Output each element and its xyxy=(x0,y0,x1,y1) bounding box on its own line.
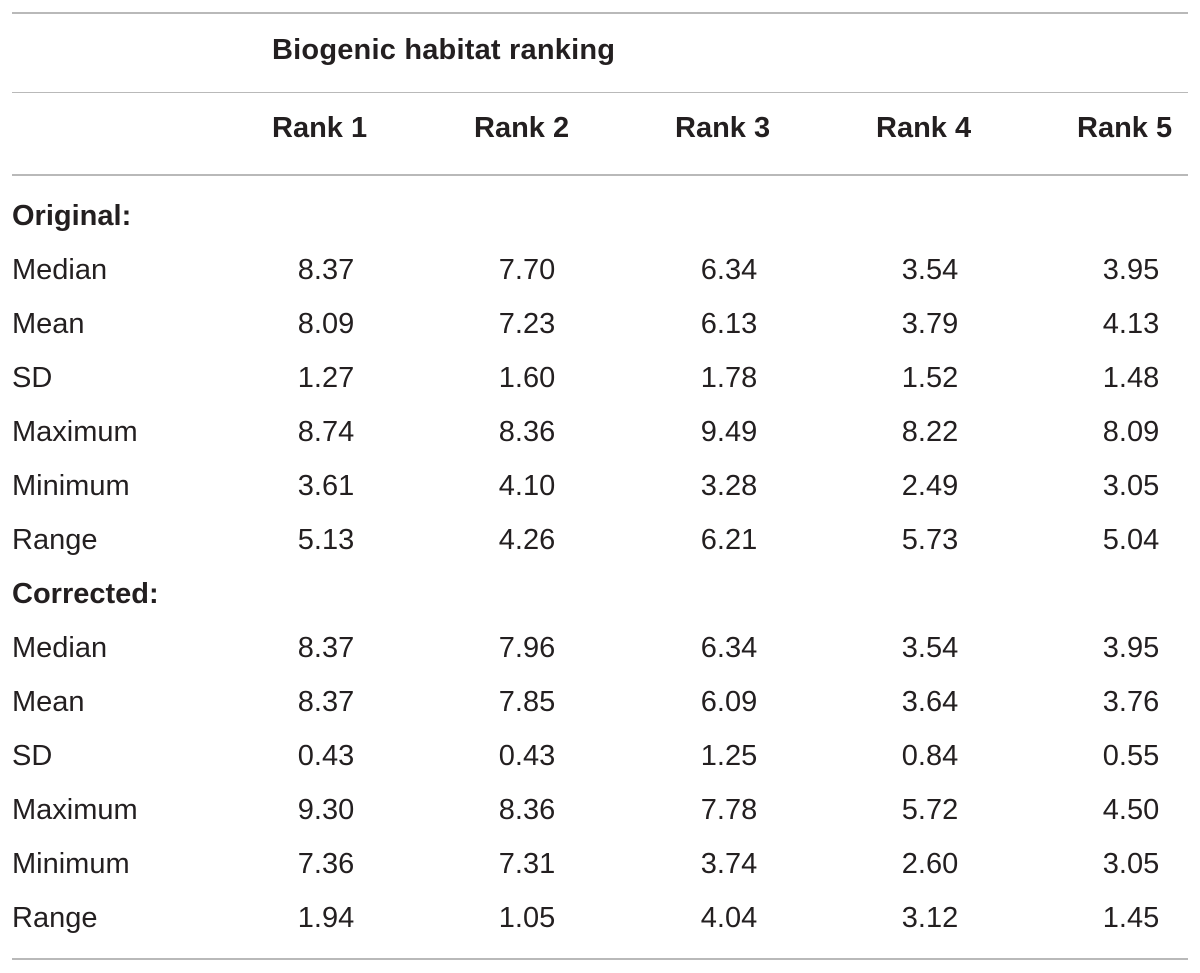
table-spanning-header: Biogenic habitat ranking xyxy=(272,34,616,66)
table-bottom-rule xyxy=(12,958,1188,960)
table-cell: 1.45 xyxy=(1102,902,1160,934)
table-row: Minimum 7.36 7.31 3.74 2.60 3.05 xyxy=(0,837,1200,891)
table-cell: 3.79 xyxy=(901,308,959,340)
table-cell: 5.13 xyxy=(297,524,355,556)
table-cell: 6.34 xyxy=(700,254,758,286)
table-cell: 8.09 xyxy=(297,308,355,340)
table-cell: 4.26 xyxy=(498,524,556,556)
table-cell: 5.72 xyxy=(901,794,959,826)
row-label: Median xyxy=(12,254,108,286)
table-cell: 6.13 xyxy=(700,308,758,340)
table-cell: 0.43 xyxy=(297,740,355,772)
table-cell: 9.49 xyxy=(700,416,758,448)
table-cell: 1.52 xyxy=(901,362,959,394)
section-label: Original: xyxy=(12,200,132,232)
table-cell: 8.36 xyxy=(498,416,556,448)
table-cell: 1.48 xyxy=(1102,362,1160,394)
table-cell: 5.73 xyxy=(901,524,959,556)
row-label: Minimum xyxy=(12,848,130,880)
row-label: Range xyxy=(12,524,98,556)
table-cell: 3.95 xyxy=(1102,254,1160,286)
column-header-rank-5: Rank 5 xyxy=(1077,112,1173,144)
table-cell: 3.28 xyxy=(700,470,758,502)
table-row: Mean 8.37 7.85 6.09 3.64 3.76 xyxy=(0,675,1200,729)
table-cell: 3.61 xyxy=(297,470,355,502)
table-top-rule xyxy=(12,12,1188,14)
table-cell: 8.36 xyxy=(498,794,556,826)
table-cell: 7.78 xyxy=(700,794,758,826)
table-cell: 3.76 xyxy=(1102,686,1160,718)
table-cell: 3.05 xyxy=(1102,848,1160,880)
column-header-rank-3: Rank 3 xyxy=(675,112,771,144)
table-cell: 7.85 xyxy=(498,686,556,718)
table-row: Maximum 9.30 8.36 7.78 5.72 4.50 xyxy=(0,783,1200,837)
table-cell: 1.05 xyxy=(498,902,556,934)
table-cell: 3.74 xyxy=(700,848,758,880)
table-row: SD 1.27 1.60 1.78 1.52 1.48 xyxy=(0,351,1200,405)
table-cell: 7.23 xyxy=(498,308,556,340)
column-header-row: Rank 1 Rank 2 Rank 3 Rank 4 Rank 5 xyxy=(0,112,1200,156)
table-row: Minimum 3.61 4.10 3.28 2.49 3.05 xyxy=(0,459,1200,513)
table-cell: 8.37 xyxy=(297,632,355,664)
row-label: Mean xyxy=(12,686,85,718)
table-cell: 8.22 xyxy=(901,416,959,448)
table-cell: 6.34 xyxy=(700,632,758,664)
table-cell: 2.49 xyxy=(901,470,959,502)
table-cell: 3.54 xyxy=(901,632,959,664)
table-cell: 1.94 xyxy=(297,902,355,934)
column-header-rank-1: Rank 1 xyxy=(272,112,368,144)
row-label: Mean xyxy=(12,308,85,340)
row-label: Maximum xyxy=(12,794,138,826)
row-label: Minimum xyxy=(12,470,130,502)
table-cell: 0.43 xyxy=(498,740,556,772)
table-cell: 5.04 xyxy=(1102,524,1160,556)
table-cell: 4.13 xyxy=(1102,308,1160,340)
table-cell: 3.54 xyxy=(901,254,959,286)
table-cell: 9.30 xyxy=(297,794,355,826)
table-row: Median 8.37 7.96 6.34 3.54 3.95 xyxy=(0,621,1200,675)
table-cell: 7.70 xyxy=(498,254,556,286)
column-header-rule xyxy=(12,174,1188,176)
table-cell: 0.55 xyxy=(1102,740,1160,772)
table-cell: 7.96 xyxy=(498,632,556,664)
table-cell: 0.84 xyxy=(901,740,959,772)
table-row: Median 8.37 7.70 6.34 3.54 3.95 xyxy=(0,243,1200,297)
section-label: Corrected: xyxy=(12,578,159,610)
row-label: Maximum xyxy=(12,416,138,448)
table-cell: 8.37 xyxy=(297,254,355,286)
table-cell: 2.60 xyxy=(901,848,959,880)
table-body: Original: Median 8.37 7.70 6.34 3.54 3.95 Mean 8… xyxy=(0,189,1200,945)
column-header-rank-4: Rank 4 xyxy=(876,112,972,144)
table-cell: 1.60 xyxy=(498,362,556,394)
spanning-header-rule xyxy=(12,92,1188,93)
table-cell: 4.10 xyxy=(498,470,556,502)
column-header-rank-2: Rank 2 xyxy=(474,112,570,144)
table-row: SD 0.43 0.43 1.25 0.84 0.55 xyxy=(0,729,1200,783)
table-cell: 3.95 xyxy=(1102,632,1160,664)
table-cell: 3.05 xyxy=(1102,470,1160,502)
table-cell: 4.50 xyxy=(1102,794,1160,826)
table-cell: 8.37 xyxy=(297,686,355,718)
table-row: Range 5.13 4.26 6.21 5.73 5.04 xyxy=(0,513,1200,567)
table-row: Mean 8.09 7.23 6.13 3.79 4.13 xyxy=(0,297,1200,351)
table-cell: 6.21 xyxy=(700,524,758,556)
row-label: SD xyxy=(12,740,53,772)
table-cell: 1.78 xyxy=(700,362,758,394)
table-cell: 8.74 xyxy=(297,416,355,448)
table-cell: 1.27 xyxy=(297,362,355,394)
table-cell: 8.09 xyxy=(1102,416,1160,448)
table-cell: 1.25 xyxy=(700,740,758,772)
table-cell: 4.04 xyxy=(700,902,758,934)
table-cell: 3.12 xyxy=(901,902,959,934)
table-cell: 7.36 xyxy=(297,848,355,880)
row-label: SD xyxy=(12,362,53,394)
table-row: Range 1.94 1.05 4.04 3.12 1.45 xyxy=(0,891,1200,945)
row-label: Median xyxy=(12,632,108,664)
row-label: Range xyxy=(12,902,98,934)
table-cell: 6.09 xyxy=(700,686,758,718)
table-cell: 3.64 xyxy=(901,686,959,718)
table-row: Maximum 8.74 8.36 9.49 8.22 8.09 xyxy=(0,405,1200,459)
table-cell: 7.31 xyxy=(498,848,556,880)
